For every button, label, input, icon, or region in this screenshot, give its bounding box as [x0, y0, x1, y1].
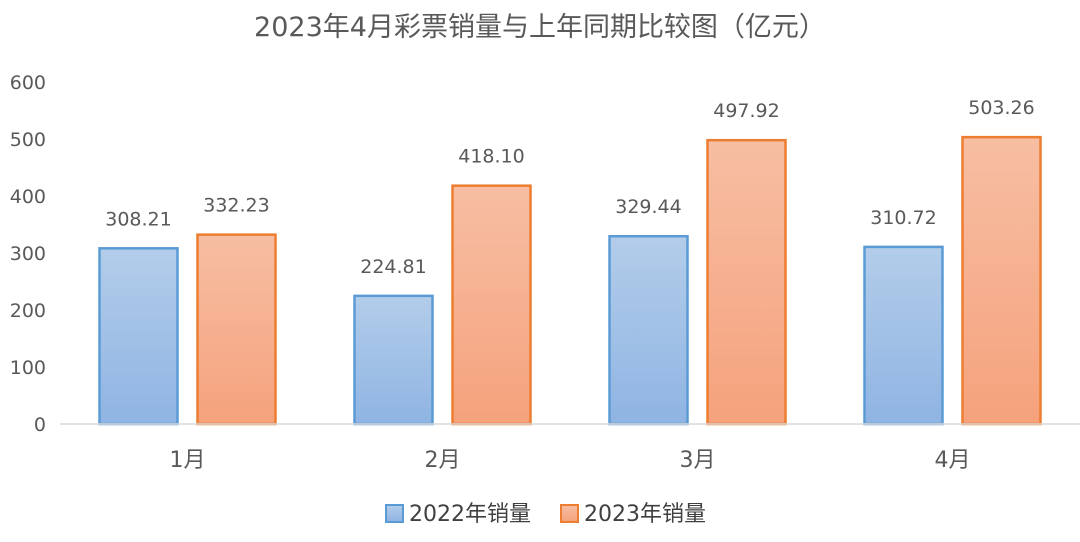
data-labels: 308.21 332.23 224.81 418.10 329.44 497.92 310.…: [105, 97, 1034, 278]
y-tick-label: 300: [10, 243, 46, 265]
bars: [98, 135, 1042, 426]
bar-series-1-category-0: [196, 233, 277, 426]
bar-series-0-category-2: [608, 234, 689, 426]
data-label: 497.92: [713, 100, 779, 122]
bar-series-1-category-3: [961, 135, 1042, 426]
legend-swatch: [560, 504, 579, 523]
data-label: 310.72: [870, 207, 936, 229]
bar-series-1-category-1: [451, 184, 532, 426]
y-axis: 0 100 200 300 400 500 600: [10, 72, 46, 436]
bar-series-1-category-2: [706, 138, 787, 426]
bar-series-0-category-1: [353, 294, 434, 426]
legend: 2022年销量 2023年销量: [385, 502, 706, 527]
legend-label: 2022年销量: [409, 502, 531, 527]
x-axis: 1月 2月 3月 4月: [170, 448, 971, 473]
x-tick-label: 4月: [935, 448, 971, 473]
data-label: 418.10: [458, 146, 524, 168]
x-tick-label: 2月: [425, 448, 461, 473]
legend-label: 2023年销量: [584, 502, 706, 527]
data-label: 329.44: [615, 196, 681, 218]
bar-series-0-category-3: [863, 245, 944, 426]
data-label: 308.21: [105, 208, 171, 230]
y-tick-label: 600: [10, 72, 46, 94]
y-tick-label: 500: [10, 129, 46, 151]
y-tick-label: 400: [10, 186, 46, 208]
x-tick-label: 1月: [170, 448, 206, 473]
data-label: 224.81: [360, 256, 426, 278]
bar-series-0-category-0: [98, 247, 179, 426]
data-label: 503.26: [968, 97, 1034, 119]
y-tick-label: 200: [10, 300, 46, 322]
data-label: 332.23: [203, 195, 269, 217]
y-tick-label: 100: [10, 357, 46, 379]
legend-swatch: [385, 504, 404, 523]
chart-title: 2023年4月彩票销量与上年同期比较图（亿元）: [254, 12, 826, 43]
x-tick-label: 3月: [680, 448, 716, 473]
y-tick-label: 0: [34, 414, 46, 436]
